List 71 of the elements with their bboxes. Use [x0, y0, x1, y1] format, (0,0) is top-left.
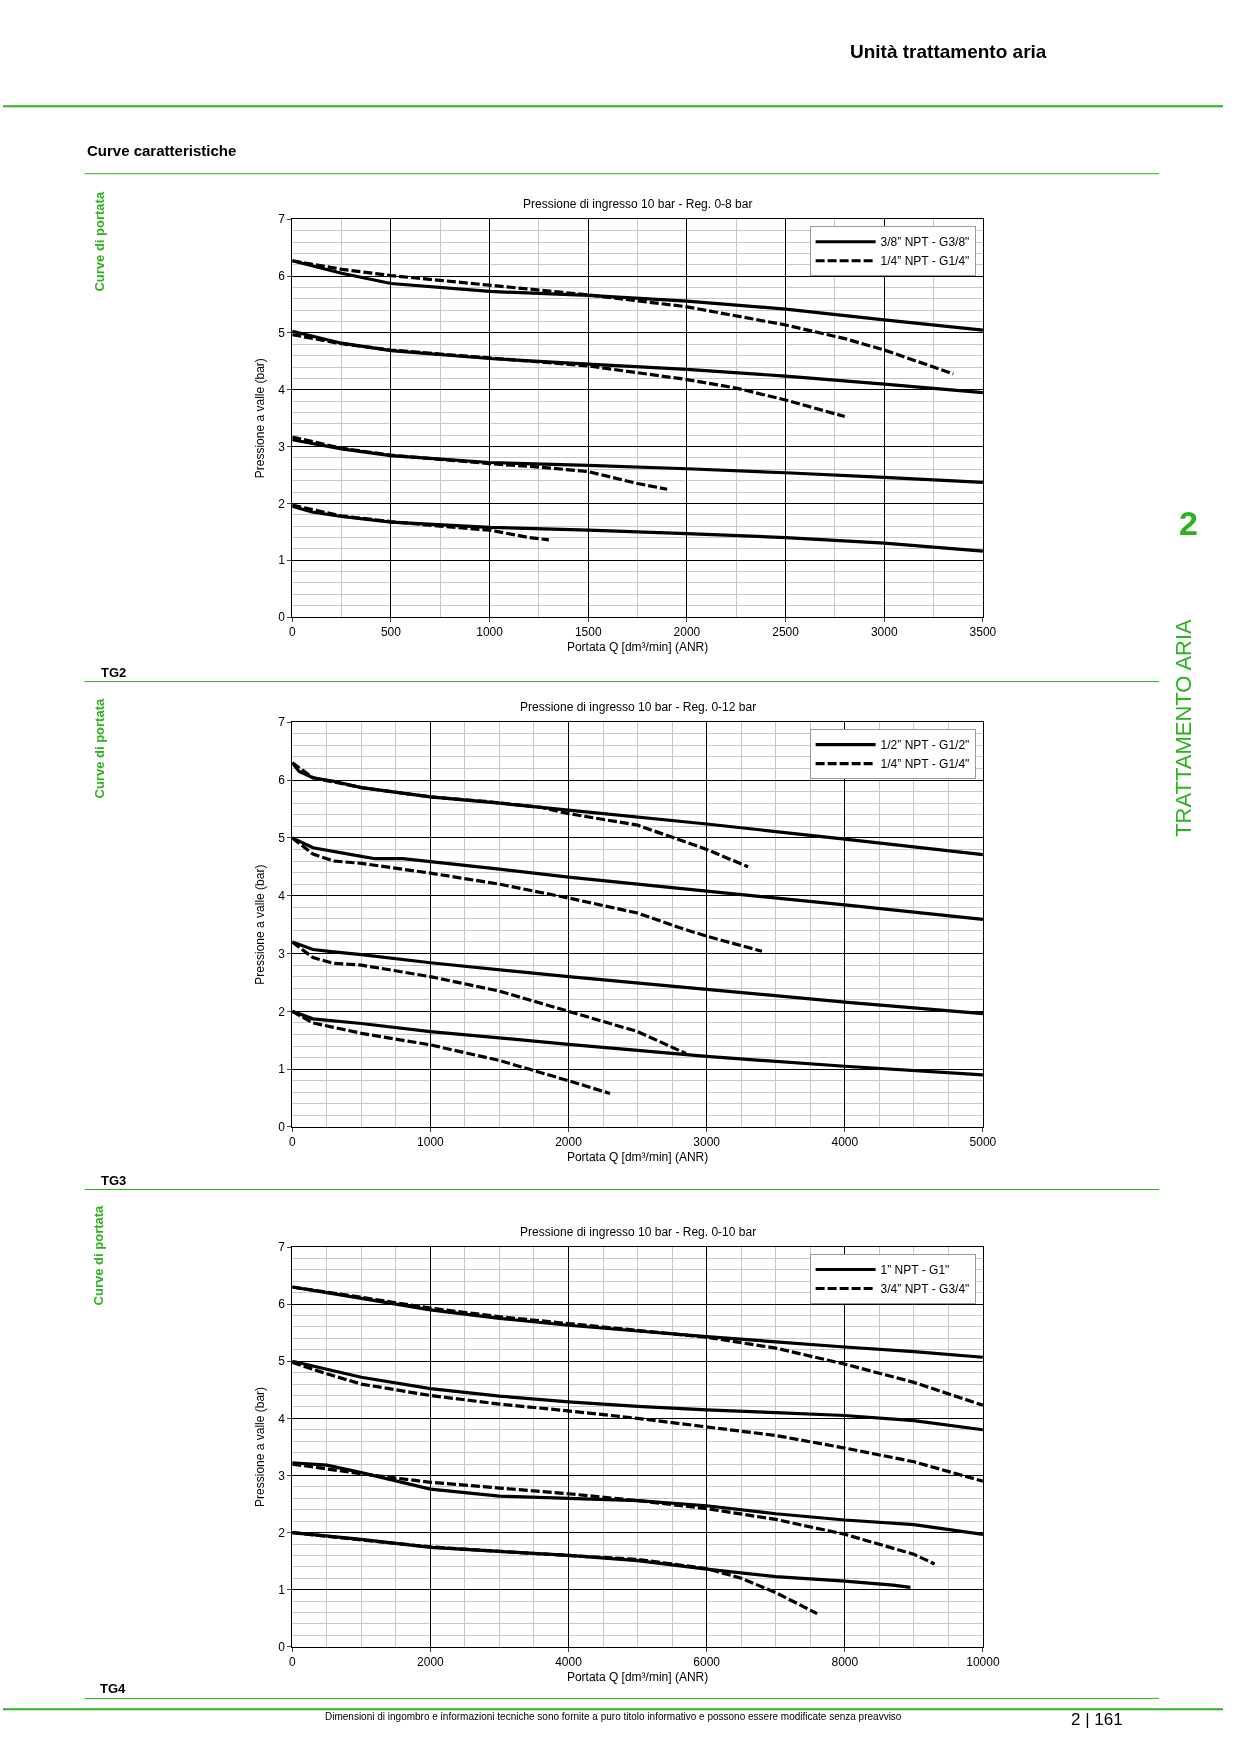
y-tick-label: 3: [278, 439, 286, 454]
chart-title: Pressione di ingresso 10 bar - Reg. 0-8 bar: [523, 197, 753, 211]
text: TRATTAMENTO ARIA: [1171, 618, 1197, 837]
legend-label: 1” NPT - G1": [880, 1263, 950, 1278]
y-tick-label: 1: [278, 1062, 286, 1077]
y-tick-label: 0: [278, 610, 286, 625]
y-tick-label: 3: [278, 1468, 286, 1483]
x-tick-label: 4000: [555, 1655, 583, 1670]
legend-label: 3/8” NPT - G3/8": [880, 235, 970, 250]
y-tick-label: 5: [278, 831, 286, 846]
y-tick-label: 1: [278, 1582, 286, 1597]
legend-label: 1/4” NPT - G1/4": [880, 757, 970, 772]
y-tick-label: 3: [278, 946, 286, 961]
x-tick-label: 10000: [966, 1655, 1000, 1670]
y-tick-label: 7: [278, 212, 286, 227]
chart-title: Pressione di ingresso 10 bar - Reg. 0-12 bar: [520, 700, 757, 714]
text: Unità trattamento aria: [850, 41, 1047, 62]
x-tick-label: 3000: [870, 625, 898, 640]
x-tick-label: 2000: [417, 1655, 445, 1670]
x-tick-label: 3000: [693, 1135, 721, 1150]
legend-label: 1/4” NPT - G1/4": [880, 254, 970, 269]
x-tick-label: 1000: [476, 625, 504, 640]
x-tick-label: 1000: [417, 1135, 445, 1150]
text: TG3: [101, 1173, 127, 1188]
text: Curve caratteristiche: [87, 142, 237, 159]
y-axis-title: Pressione a valle (bar): [253, 864, 268, 985]
y-tick-label: 4: [278, 1411, 286, 1426]
text: TG4: [100, 1681, 127, 1696]
legend-label: 1/2” NPT - G1/2": [880, 738, 970, 753]
y-tick-label: 2: [278, 496, 286, 511]
x-tick-label: 2000: [673, 625, 701, 640]
text: TG2: [101, 665, 127, 680]
text: Curve di portata: [92, 191, 108, 292]
text: Curve di portata: [92, 698, 108, 799]
y-tick-label: 4: [278, 382, 286, 397]
x-axis-title: Portata Q [dm³/min] (ANR): [566, 1670, 709, 1685]
chart-title: Pressione di ingresso 10 bar - Reg. 0-10 bar: [520, 1225, 757, 1239]
y-tick-label: 7: [278, 715, 286, 730]
x-tick-label: 0: [288, 625, 296, 640]
y-tick-label: 0: [278, 1640, 286, 1654]
x-tick-label: 3500: [969, 625, 997, 640]
legend-label: 3/4” NPT - G3/4": [880, 1282, 970, 1297]
y-axis-title: Pressione a valle (bar): [253, 358, 268, 479]
y-tick-label: 4: [278, 888, 286, 903]
x-tick-label: 2000: [555, 1135, 583, 1150]
x-tick-label: 2500: [772, 625, 800, 640]
y-tick-label: 2: [278, 1004, 286, 1019]
text: 2: [1179, 504, 1198, 542]
y-tick-label: 1: [278, 553, 286, 568]
x-axis-title: Portata Q [dm³/min] (ANR): [566, 1150, 709, 1165]
x-tick-label: 500: [380, 625, 402, 640]
x-tick-label: 8000: [831, 1655, 859, 1670]
x-tick-label: 0: [288, 1135, 296, 1150]
x-tick-label: 6000: [693, 1655, 721, 1670]
y-tick-label: 6: [278, 269, 286, 284]
text: Curve di portata: [91, 1204, 107, 1306]
y-tick-label: 5: [278, 326, 286, 341]
y-axis-title: Pressione a valle (bar): [253, 1386, 268, 1507]
y-tick-label: 5: [278, 1354, 286, 1369]
x-tick-label: 0: [288, 1655, 296, 1670]
y-tick-label: 6: [278, 1297, 286, 1312]
text: Dimensioni di ingombro e informazioni tecniche sono fornite a puro titolo informativo e possono essere modificate senza preavviso: [325, 1711, 902, 1722]
x-axis-title: Portata Q [dm³/min] (ANR): [566, 640, 709, 655]
x-tick-label: 4000: [831, 1135, 859, 1150]
x-tick-label: 5000: [969, 1135, 997, 1150]
text: 2 | 161: [1071, 1710, 1123, 1729]
y-tick-label: 0: [278, 1120, 286, 1135]
x-tick-label: 1500: [574, 625, 602, 640]
y-tick-label: 2: [278, 1525, 286, 1540]
y-tick-label: 6: [278, 773, 286, 788]
y-tick-label: 7: [278, 1240, 286, 1255]
